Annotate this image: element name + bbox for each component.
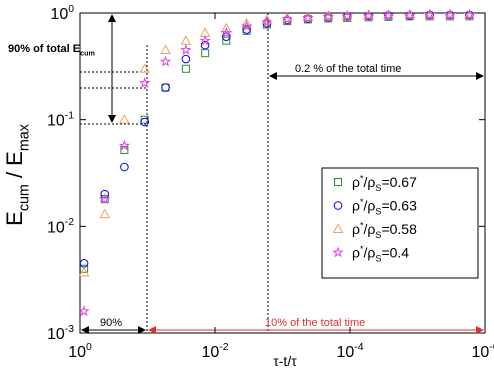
y-tick-label: 10-2 xyxy=(47,217,74,236)
point xyxy=(404,9,416,21)
point xyxy=(222,32,231,41)
annotation: 0.2 % of the total time xyxy=(295,63,401,75)
point xyxy=(220,26,233,38)
x-tick-label: 100 xyxy=(68,342,92,361)
x-tick-label: 10-6 xyxy=(471,342,494,361)
point xyxy=(78,266,90,277)
point xyxy=(119,114,130,124)
point xyxy=(240,20,253,32)
point xyxy=(199,34,211,46)
point xyxy=(341,10,353,22)
point xyxy=(99,208,111,219)
point xyxy=(362,9,375,21)
point xyxy=(281,13,293,25)
point xyxy=(120,145,129,154)
point xyxy=(302,11,314,23)
y-axis-label: Ecum / Emax xyxy=(2,124,33,226)
point xyxy=(79,259,89,268)
point xyxy=(463,8,476,20)
point xyxy=(444,8,456,20)
legend xyxy=(321,167,479,279)
legend-marker xyxy=(332,223,344,233)
y-tick-label: 100 xyxy=(50,4,74,23)
legend-marker xyxy=(333,201,343,210)
point xyxy=(423,8,436,20)
legend-label: ρ*/ρS=0.67 xyxy=(352,173,417,193)
point xyxy=(120,162,129,172)
point xyxy=(161,83,170,92)
point xyxy=(180,43,192,55)
point xyxy=(100,189,110,199)
point xyxy=(138,77,151,89)
point xyxy=(201,49,210,58)
point xyxy=(140,117,150,127)
legend-label: ρ*/ρS=0.63 xyxy=(352,197,417,217)
point xyxy=(159,55,172,67)
point xyxy=(242,25,251,34)
y-tick-label: 10-3 xyxy=(47,324,74,343)
point xyxy=(180,35,192,45)
legend-label: ρ*/ρS=0.4 xyxy=(352,244,409,264)
legend-label: ρ*/ρS=0.58 xyxy=(352,220,417,240)
point xyxy=(78,305,90,317)
point xyxy=(222,36,231,45)
point xyxy=(80,264,89,273)
legend-marker xyxy=(332,246,344,258)
point xyxy=(220,22,232,33)
point xyxy=(181,64,190,73)
x-axis-label: τ-t/τ xyxy=(273,353,297,369)
point xyxy=(160,44,171,54)
point xyxy=(322,10,334,22)
annotation: 90% xyxy=(100,317,122,329)
legend-marker xyxy=(334,178,342,186)
point xyxy=(200,40,210,50)
point xyxy=(382,9,395,21)
point xyxy=(181,54,191,64)
annotation: 10% of the total time xyxy=(265,317,365,329)
guides xyxy=(80,13,269,333)
point xyxy=(241,17,252,28)
point xyxy=(261,16,273,28)
y-tick-label: 10-1 xyxy=(47,110,74,129)
x-tick-label: 10-2 xyxy=(201,342,228,361)
point xyxy=(139,63,151,73)
annotation: 90% of total Ecum xyxy=(8,43,95,57)
x-tick-label: 10-4 xyxy=(336,342,363,361)
point xyxy=(99,193,111,204)
point xyxy=(118,139,131,151)
